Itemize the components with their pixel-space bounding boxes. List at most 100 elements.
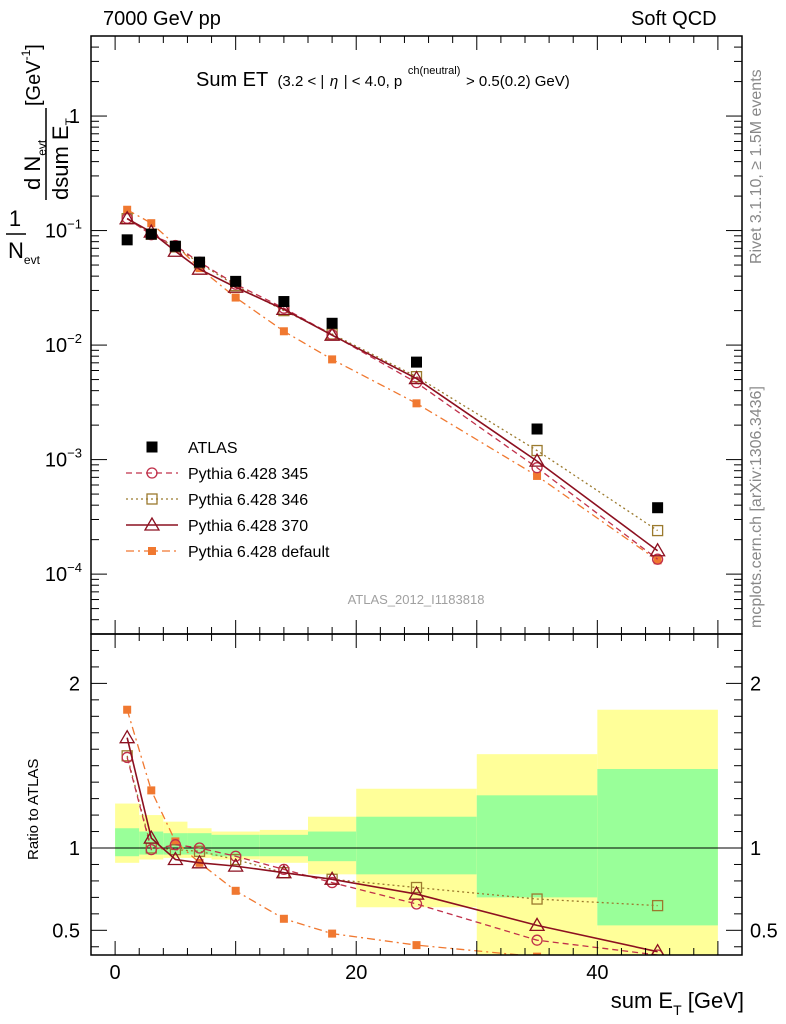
legend-label-pdef: Pythia 6.428 default <box>188 544 330 561</box>
band-inner-9 <box>597 768 718 926</box>
line-main-pdef <box>126 209 658 561</box>
line-ratio-p370 <box>126 737 658 953</box>
y-tick-label-main-3: 10−3 <box>45 446 82 472</box>
point-ratio-p346-9 <box>651 899 664 912</box>
line-ratio-p345 <box>126 757 658 955</box>
legend-label-p345: Pythia 6.428 345 <box>188 466 308 483</box>
point-ratio-p345-3 <box>193 842 206 854</box>
ylabel-unit: [GeV-1] <box>19 44 45 106</box>
point-main-atlas-3 <box>194 256 205 268</box>
point-ratio-p370-7 <box>408 885 425 900</box>
point-main-pdef-1 <box>147 219 156 228</box>
legend: ATLAS Pythia 6.428 345 Pythia 6.428 346 Pyt… <box>126 440 330 561</box>
point-main-p346-8 <box>531 444 543 457</box>
point-main-pdef-5 <box>279 327 288 336</box>
point-ratio-p345-1 <box>145 843 157 856</box>
x-axis-label: sum ET [GeV] <box>611 988 744 1018</box>
plot-title-sup: ch(neutral) <box>408 65 461 77</box>
y-axis-label-main: 1 Nevt d Nevt dsum ET [GeV-1] <box>6 44 77 267</box>
header-left: 7000 GeV pp <box>103 8 221 30</box>
band-inner-6 <box>308 831 357 862</box>
x-tick-label-0: 0 <box>110 962 121 984</box>
point-ratio-p345-2 <box>169 839 182 851</box>
point-main-atlas-9 <box>652 502 664 514</box>
ylabel-frac-den: Nevt <box>8 238 41 267</box>
point-main-p370-8 <box>528 452 546 467</box>
point-main-atlas-6 <box>326 317 338 329</box>
point-ratio-p370-2 <box>167 851 184 866</box>
point-ratio-pdef-0 <box>123 705 132 714</box>
point-main-p370-5 <box>275 301 293 316</box>
legend-marker-atlas <box>146 441 158 453</box>
band-inner-5 <box>259 834 308 857</box>
main-series-group <box>119 205 666 565</box>
y-tick-label-main-1: 10−1 <box>45 217 82 243</box>
point-ratio-pdef-4 <box>231 886 240 895</box>
point-main-pdef-4 <box>231 293 240 302</box>
ratio-series-group <box>119 705 665 967</box>
point-main-pdef-8 <box>533 471 542 480</box>
point-ratio-p370-6 <box>323 870 341 885</box>
legend-marker-p370 <box>143 516 161 531</box>
point-ratio-p345-5 <box>278 863 290 876</box>
point-ratio-p345-6 <box>326 876 338 889</box>
point-ratio-p370-0 <box>119 729 136 744</box>
point-main-pdef-7 <box>412 399 421 408</box>
ratio-y-tick-label-right-1: 1 <box>750 838 761 860</box>
point-main-p370-6 <box>323 326 341 341</box>
point-ratio-pdef-7 <box>412 941 421 950</box>
y-tick-label-main-4: 10−4 <box>45 560 82 586</box>
point-ratio-p345-4 <box>230 850 242 862</box>
legend-marker-p345 <box>146 467 158 479</box>
band-inner-3 <box>187 833 212 855</box>
point-main-atlas-0 <box>121 234 133 246</box>
ratio-y-tick-label-left-2: 2 <box>69 673 80 695</box>
analysis-label: ATLAS_2012_I1183818 <box>348 592 485 607</box>
plot-title-eta: η <box>330 73 338 90</box>
point-ratio-pdef-8 <box>533 952 542 955</box>
plot-title-cond-2: | < 4.0, p <box>344 73 403 90</box>
point-ratio-p346-8 <box>531 893 543 905</box>
point-ratio-p345-8 <box>531 934 543 946</box>
line-main-p345 <box>126 217 659 560</box>
ylabel-frac-num: 1 <box>9 206 21 231</box>
rivet-label: Rivet 3.1.10, ≥ 1.5M events <box>748 69 765 264</box>
y-axis-label-ratio: Ratio to ATLAS <box>25 759 42 860</box>
band-inner-7 <box>356 816 477 875</box>
point-ratio-p346-2 <box>169 843 182 856</box>
point-ratio-pdef-9 <box>654 959 662 967</box>
point-main-atlas-7 <box>411 356 422 368</box>
y-tick-label-main-2: 10−2 <box>45 331 82 357</box>
header-right: Soft QCD <box>631 8 717 30</box>
plot-title: Sum ET (3.2 < | η | < 4.0, p ch(neutral)… <box>196 57 570 91</box>
plot-title-main: Sum ET <box>196 69 268 91</box>
ylabel-d-num-text: d Nevt <box>20 139 49 190</box>
band-inner-4 <box>211 834 260 857</box>
point-main-p345-9 <box>651 553 664 565</box>
point-main-p370-0 <box>119 210 136 225</box>
axes-group: 0 20 40 1 10−1 10−2 10−3 10−4 0.5 0.5 1 1 2 2 <box>45 35 778 984</box>
ylabel-d-den-text: dsum ET <box>48 117 77 200</box>
ratio-y-tick-label-left-1: 1 <box>69 838 80 860</box>
band-inner-0 <box>115 828 140 857</box>
x-tick-label-2: 40 <box>586 962 608 984</box>
point-main-atlas-8 <box>531 423 543 435</box>
plot-title-cond-3: > 0.5(0.2) GeV) <box>466 73 570 90</box>
point-ratio-p370-1 <box>143 829 160 844</box>
point-main-p345-8 <box>531 462 543 474</box>
point-main-p346-9 <box>651 524 664 537</box>
y-tick-label-main-0: 1 <box>69 106 80 128</box>
point-main-p370-9 <box>649 542 666 557</box>
mcplots-label: mcplots.cern.ch [arXiv:1306.3436] <box>748 386 765 628</box>
point-main-pdef-9 <box>653 556 662 565</box>
legend-marker-pdef <box>148 547 156 555</box>
point-main-pdef-0 <box>123 205 132 214</box>
ratio-uncertainty-bands <box>91 709 742 955</box>
point-main-pdef-6 <box>328 355 337 364</box>
point-ratio-pdef-5 <box>279 914 288 923</box>
ratio-y-tick-label-right-0: 0.5 <box>750 920 778 942</box>
point-ratio-p370-8 <box>528 917 546 932</box>
point-main-atlas-2 <box>169 240 181 252</box>
point-ratio-pdef-1 <box>147 786 156 795</box>
